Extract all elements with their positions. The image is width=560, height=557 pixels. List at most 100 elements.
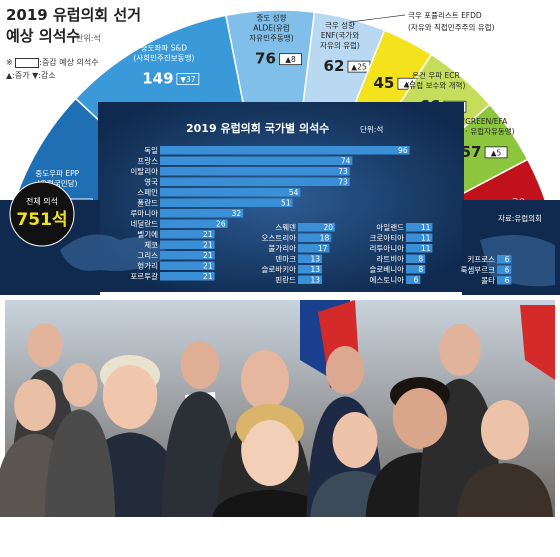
bar-2-3 (406, 254, 426, 263)
bar-1-3 (298, 254, 323, 263)
bar-1-5 (298, 275, 323, 284)
bar-3-0 (497, 255, 512, 264)
bar-value-0-1: 74 (341, 157, 351, 166)
legend: ※ :증감 예상 의석수 ▲:증가 ▼:감소 (6, 56, 99, 82)
bar-value-3-0: 6 (505, 255, 510, 264)
bar-0-11 (160, 261, 215, 270)
flag-red-right (520, 305, 555, 380)
bar-1-1 (298, 233, 332, 242)
slice-seats-1: 149 (142, 70, 173, 88)
bar-value-0-10: 21 (203, 251, 213, 260)
slice-change-3: ▲25 (351, 63, 367, 72)
face-right (393, 388, 447, 448)
person-12-head (62, 363, 98, 407)
bar-value-1-3: 13 (311, 255, 321, 264)
bar-1-2 (298, 244, 330, 253)
bar-2-2 (406, 244, 433, 253)
bar-label-2-5: 에스토니아 (370, 275, 405, 285)
bar-label-1-0: 스웨덴 (275, 223, 296, 232)
legend-box-icon (15, 57, 40, 68)
person-1-head (27, 323, 63, 367)
chart-title: 2019 유럽의회 선거 (6, 6, 141, 24)
bar-label-2-2: 리투아니아 (370, 243, 405, 253)
bar-0-0 (160, 146, 410, 155)
slice-name-3-0: 극우 성향 (325, 21, 355, 30)
bar-value-0-8: 21 (203, 230, 213, 239)
bar-2-4 (406, 265, 426, 274)
bar-3-2 (497, 276, 512, 285)
bar-2-5 (406, 275, 421, 284)
bar-value-3-2: 6 (505, 276, 510, 285)
bar-value-0-0: 96 (398, 146, 408, 155)
slice-name-0-1: (유럽국민당) (37, 178, 77, 188)
bar-value-0-4: 54 (289, 188, 299, 197)
slice-change-2: ▲8 (285, 55, 296, 64)
slice-name-1-0: 중도좌파 S&D (141, 44, 188, 53)
bar-1-4 (298, 265, 323, 274)
efdd-label-line2: (자유와 직접민주주의 유럽) (408, 22, 495, 32)
bar-label-0-2: 이탈리아 (130, 166, 158, 176)
bar-label-2-4: 슬로베니아 (370, 264, 405, 274)
bar-1-0 (298, 223, 335, 232)
bar-2-1 (406, 233, 433, 242)
bar-label-0-0: 독일 (144, 146, 158, 155)
bar-label-1-1: 오스트리아 (262, 233, 297, 243)
total-badge (9, 181, 75, 247)
slice-seats-3: 62 (324, 57, 345, 75)
person-2-head (14, 379, 56, 431)
bar-label-0-8: 벨기에 (137, 230, 158, 239)
slice-name-2-0: 중도 성향 (256, 14, 286, 23)
bar-label-1-2: 불가리아 (268, 243, 296, 253)
slice-name-3-1: ENF(국가와 (321, 30, 359, 40)
land-shape-west (60, 234, 170, 271)
bar-value-0-3: 73 (338, 178, 348, 187)
total-label: 전체 의석 (26, 196, 58, 206)
efdd-label-line1: 극우 포퓰리스트 EFDD (408, 11, 482, 20)
politicians-photo (0, 300, 555, 517)
bar-label-0-6: 루마니아 (130, 208, 158, 218)
bar-chart-unit: 단위:석 (360, 124, 383, 134)
bar-value-1-1: 18 (320, 234, 330, 243)
slice-change-box-2 (279, 53, 302, 66)
bar-value-1-2: 17 (318, 244, 328, 253)
bar-label-1-5: 핀란드 (275, 275, 296, 285)
bar-value-2-0: 11 (421, 223, 431, 232)
legend-down: ▼:감소 (32, 71, 56, 80)
country-bar-chart: 2019 유럽의회 국가별 의석수 단위:석자료:유럽의회 독일 96 프랑스 74 이탈리… (130, 121, 542, 285)
bar-label-2-3: 라트비아 (376, 254, 404, 264)
slice-name-6-1: (녹색당 · 유럽자유동맹) (440, 126, 515, 136)
bar-0-7 (160, 219, 228, 228)
bar-label-0-12: 포르투갈 (130, 272, 158, 281)
bar-value-0-9: 21 (203, 241, 213, 250)
bar-0-6 (160, 209, 244, 218)
slice-name-6-0: 좌파 'GREEN/EFA (447, 117, 508, 126)
person-6-body (212, 489, 328, 517)
bar-label-0-1: 프랑스 (137, 157, 158, 166)
person-4-head (180, 341, 220, 389)
bar-label-0-4: 스페인 (137, 187, 158, 197)
bar-value-2-4: 8 (418, 265, 423, 274)
face-center-left (103, 365, 157, 425)
bar-value-2-5: 6 (414, 276, 419, 285)
bar-value-0-12: 21 (203, 272, 213, 281)
slice-change-1: ▼37 (180, 75, 196, 84)
person-5-head (241, 350, 289, 410)
efdd-leader-line (349, 14, 406, 23)
bar-label-0-3: 영국 (144, 177, 158, 187)
slice-name-1-1: (사회민주진보동맹) (133, 53, 194, 63)
slice-change-6: ▲5 (491, 148, 502, 157)
bar-value-0-11: 21 (203, 262, 213, 271)
source-label: 자료:유럽의회 (498, 213, 542, 223)
total-value: 751석 (16, 210, 67, 230)
slice-name-5-1: (유럽 보수와 개혁) (406, 80, 465, 90)
bar-0-4 (160, 188, 301, 197)
bar-label-3-0: 키프로스 (467, 255, 495, 264)
bar-value-2-1: 11 (421, 234, 431, 243)
bar-label-0-10: 그리스 (137, 251, 158, 260)
bar-0-2 (160, 167, 350, 176)
bar-label-3-1: 룩셈부르크 (461, 266, 496, 275)
bar-value-1-5: 13 (311, 276, 321, 285)
bar-value-0-2: 73 (338, 167, 348, 176)
